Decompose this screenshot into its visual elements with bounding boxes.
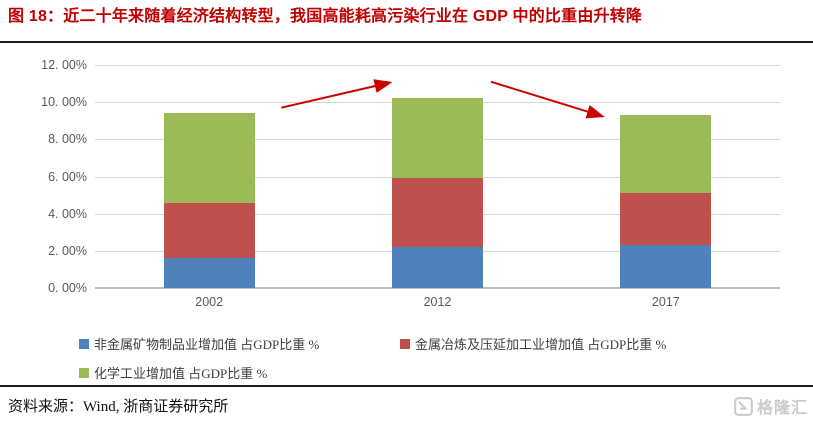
plot-area: 0. 00% 2. 00% 4. 00% 6. 00% 8. 00% 10. 00% 12.… — [41, 58, 780, 309]
gridline — [95, 287, 780, 289]
figure-title: 图 18：近二十年来随着经济结构转型，我国高能耗高污染行业在 GDP 中的比重由… — [8, 8, 643, 25]
y-tick-label: 4. 00% — [48, 206, 87, 221]
x-tick-label: 2002 — [195, 295, 224, 309]
y-tick-label: 8. 00% — [48, 132, 87, 147]
bar-segment — [163, 113, 255, 203]
y-tick-label: 6. 00% — [48, 169, 87, 184]
y-tick-label: 10. 00% — [41, 95, 87, 110]
legend-label: 非金属矿物制品业增加值 占GDP比重 % — [94, 337, 320, 352]
legend-item: 非金属矿物制品业增加值 占GDP比重 % — [79, 334, 400, 353]
x-tick-label: 2017 — [651, 295, 680, 309]
watermark-text: 格隆汇 — [756, 400, 808, 417]
bar-segment — [620, 193, 712, 245]
legend-label: 金属冶炼及压延加工业增加值 占GDP比重 % — [415, 337, 667, 352]
chart-legend: 非金属矿物制品业增加值 占GDP比重 % 金属冶炼及压延加工业增加值 占GDP比重… — [79, 334, 666, 382]
watermark: 格隆汇 — [733, 394, 808, 418]
gelonghui-logo-icon — [733, 396, 754, 417]
legend-swatch — [79, 367, 89, 378]
footer-divider — [0, 385, 813, 387]
legend-item: 化学工业增加值 占GDP比重 % — [79, 363, 400, 382]
bar-segment — [620, 245, 712, 288]
trend-arrows — [281, 79, 605, 119]
bar-segment — [163, 258, 255, 288]
legend-swatch — [400, 338, 410, 349]
legend-item: 金属冶炼及压延加工业增加值 占GDP比重 % — [400, 334, 666, 353]
y-tick-label: 2. 00% — [48, 243, 87, 258]
gridline — [95, 65, 780, 66]
y-tick-label: 12. 00% — [41, 58, 87, 72]
source-note: 资料来源：Wind, 浙商证券研究所 — [8, 399, 229, 415]
y-tick-label: 0. 00% — [48, 281, 87, 295]
title-divider — [0, 41, 813, 43]
bar-segment — [392, 247, 483, 288]
bar-segment — [392, 178, 483, 247]
bar-segment — [163, 203, 255, 258]
rise-arrow — [281, 79, 393, 109]
legend-label: 化学工业增加值 占GDP比重 % — [94, 366, 268, 381]
bar-segment — [620, 115, 712, 193]
legend-swatch — [79, 338, 89, 349]
bar-segment — [392, 98, 483, 178]
x-tick-label: 2012 — [423, 295, 452, 309]
fall-arrow — [490, 80, 605, 119]
